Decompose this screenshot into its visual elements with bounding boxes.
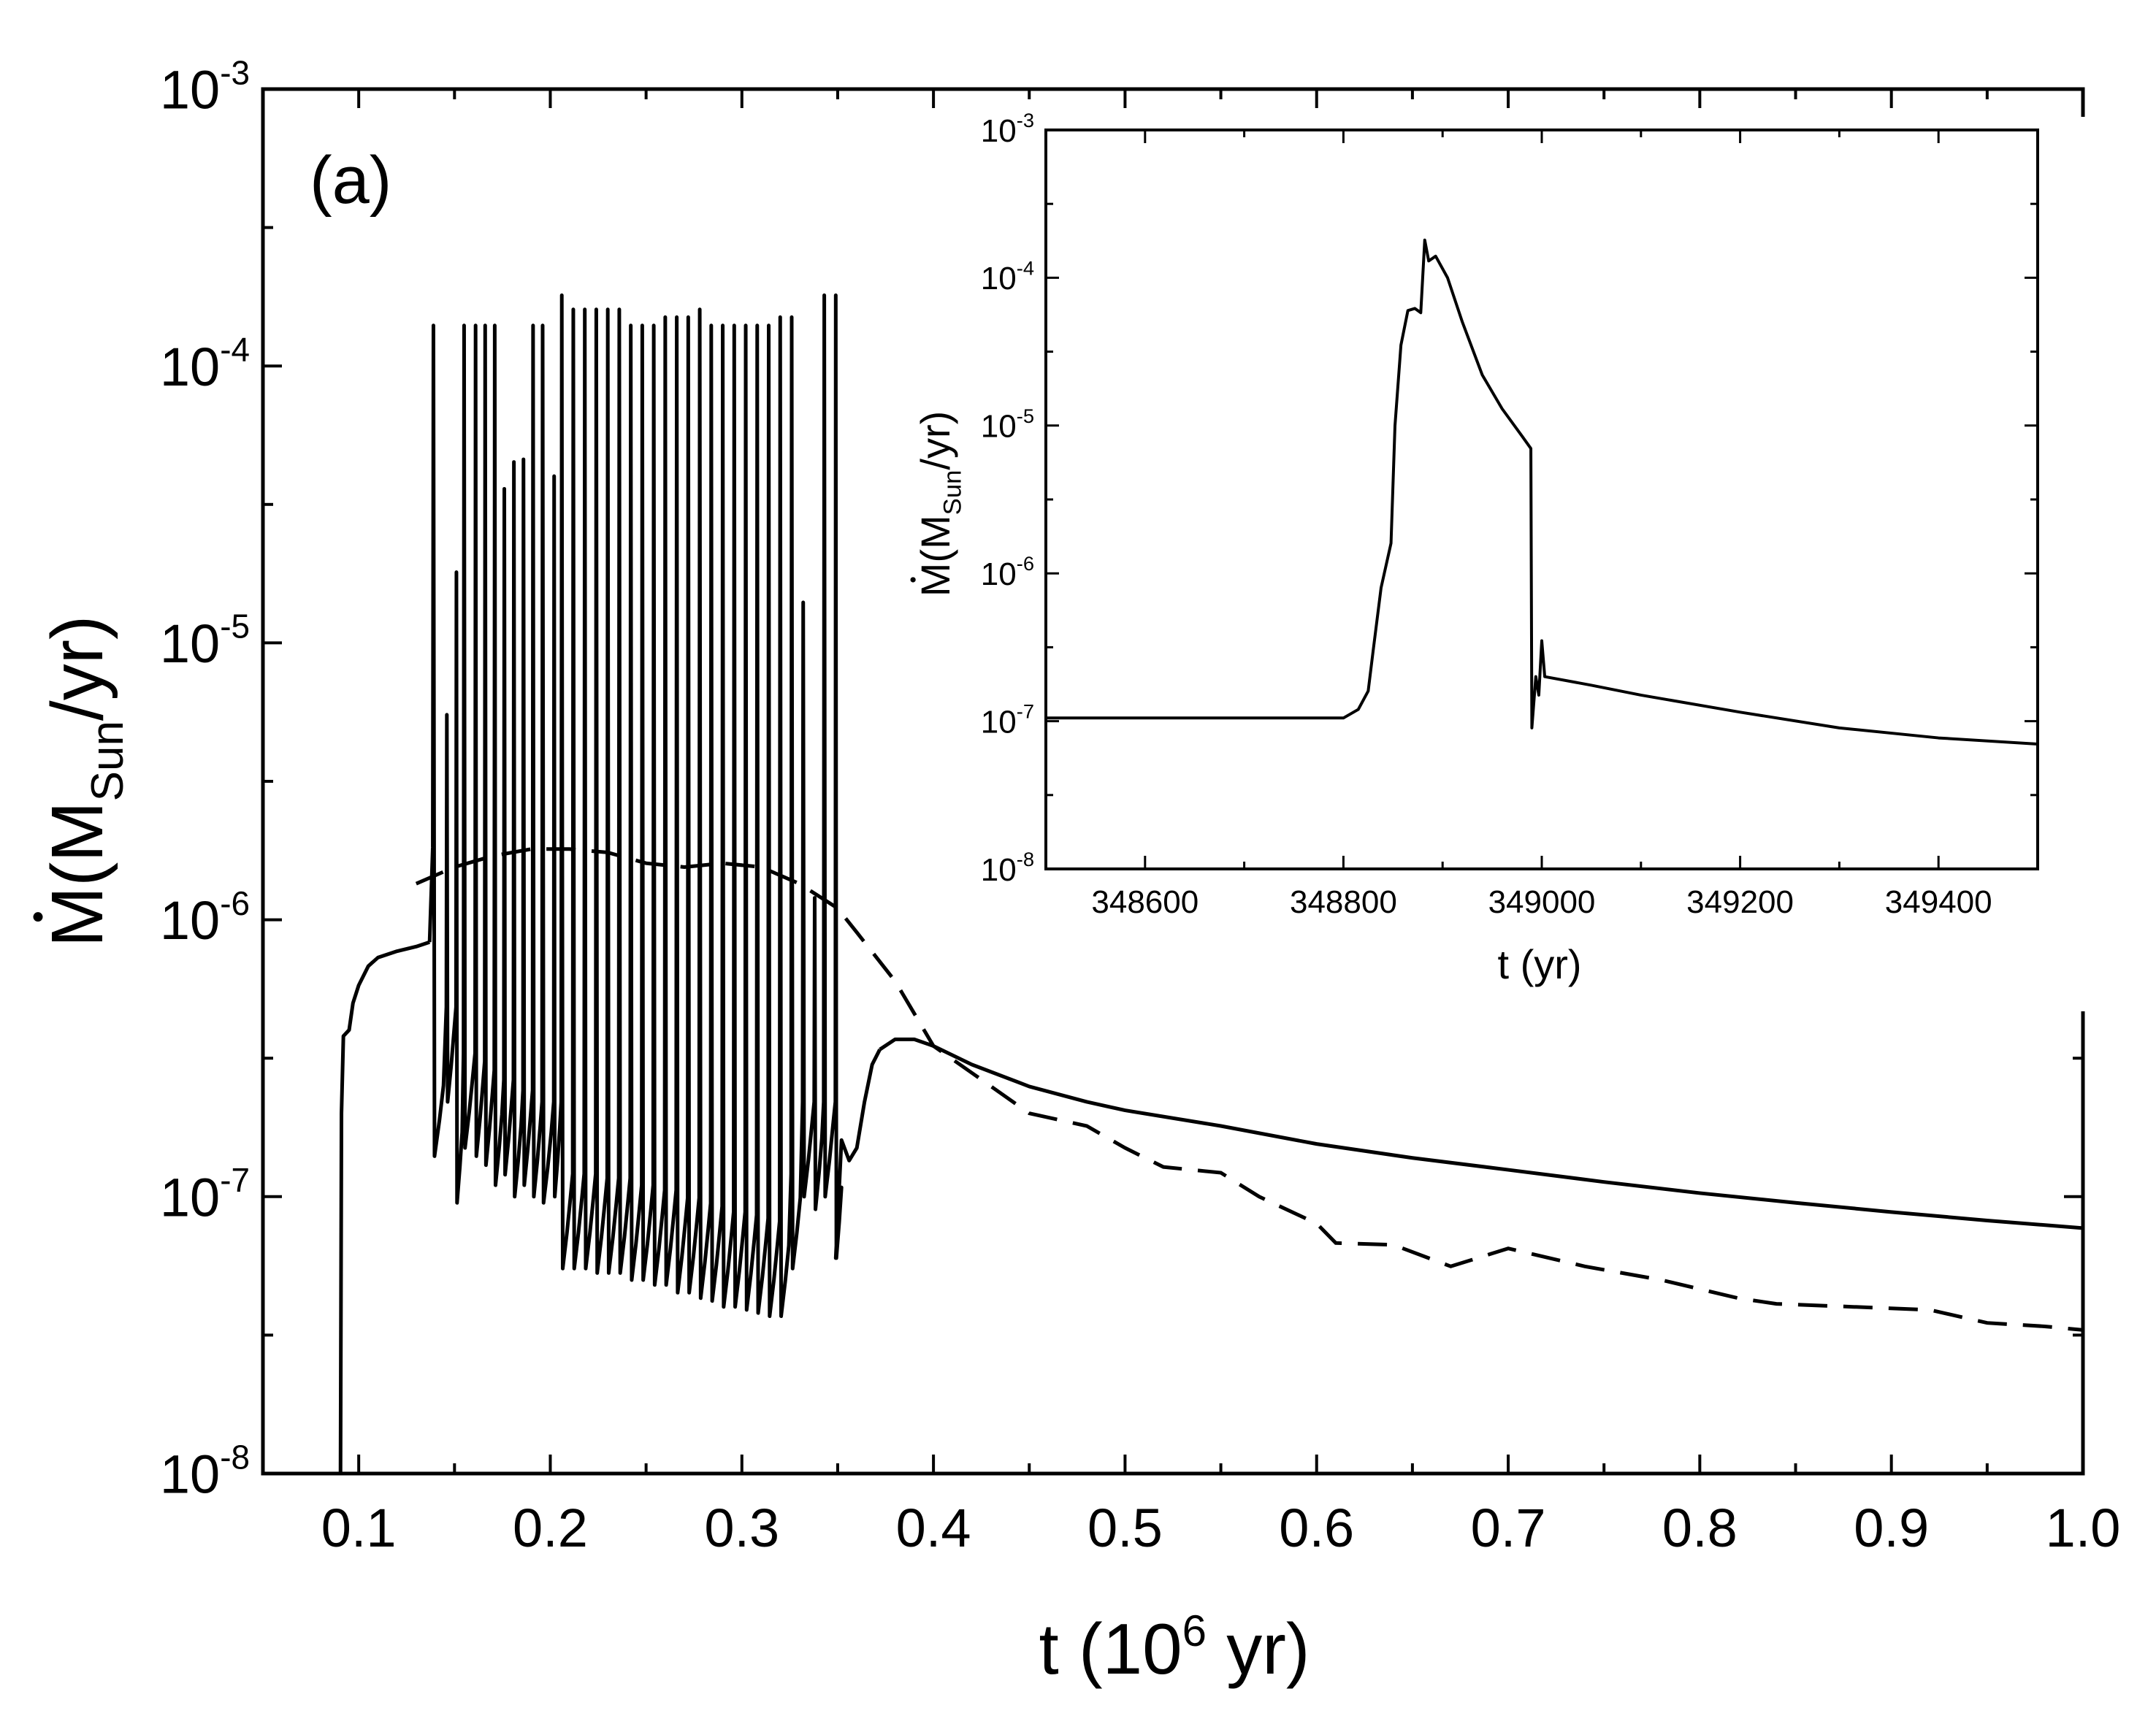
main-plot: 0.1 0.2 0.3 0.4 0.5 0.6 0.7 0.8 0.9 1.010-810-710… (33, 53, 2121, 1689)
y-tick-label: 10-6 (981, 552, 1034, 592)
y-tick-label: 10-4 (981, 256, 1034, 296)
y-tick-exponent: -3 (1017, 109, 1034, 131)
mdot-symbol: M (912, 563, 958, 597)
x-tick-label: 0.9 (1854, 1498, 1929, 1558)
x-axis: 348600 348800 349000 349200 349400 (1044, 130, 2039, 920)
y-tick-base: 10 (160, 1444, 220, 1505)
ylabel-subscript: Sun (83, 721, 133, 801)
y-tick-label: 10-7 (981, 700, 1034, 740)
y-tick-label: 10-7 (160, 1161, 250, 1227)
y-tick-label: 10-6 (160, 884, 250, 951)
solid-series-segment-2 (879, 1037, 2083, 1230)
y-tick-label: 10-3 (981, 109, 1034, 149)
y-tick-exponent: -3 (220, 53, 250, 91)
y-tick-base: 10 (981, 409, 1017, 445)
x-tick-label: 348800 (1290, 884, 1397, 920)
x-tick-label: 0.4 (896, 1498, 971, 1558)
inset-y-axis-title: M(MSun/yr) (910, 411, 967, 597)
y-tick-base: 10 (160, 1167, 220, 1227)
mdot-dot-icon (910, 577, 916, 583)
inset-x-axis-title: t (yr) (1497, 941, 1581, 987)
dashed-series (415, 847, 2083, 1332)
y-tick-base: 10 (160, 60, 220, 120)
x-axis-title: t (106 yr) (1039, 1606, 1310, 1689)
x-tick-label: 0.3 (704, 1498, 779, 1558)
main-series (338, 293, 2083, 1474)
x-tick-label: 1.0 (2046, 1498, 2121, 1558)
x-tick-label: 0.2 (513, 1498, 588, 1558)
y-tick-exponent: -4 (220, 331, 250, 369)
y-tick-base: 10 (160, 890, 220, 951)
x-tick-label: 349000 (1488, 884, 1596, 920)
solid-series-segment-0 (338, 940, 430, 1474)
xlabel-base: t (10 (1039, 1609, 1182, 1689)
inset-background (928, 117, 2111, 1011)
inset-series (1046, 238, 2038, 746)
y-tick-exponent: -8 (220, 1438, 250, 1476)
ylabel-rest: /yr) (37, 616, 118, 721)
y-tick-base: 10 (981, 113, 1017, 149)
inset-y-axis-title-text: M(MSun/yr) (912, 411, 967, 597)
inset-solid-series (1046, 238, 2038, 746)
y-tick-base: 10 (981, 261, 1017, 296)
y-tick-base: 10 (160, 337, 220, 397)
y-tick-exponent: -7 (220, 1161, 250, 1199)
y-axis: 10-810-710-610-510-410-3 (160, 53, 2083, 1505)
ylabel-rest: /yr) (912, 411, 958, 470)
x-tick-label: 0.7 (1471, 1498, 1546, 1558)
y-tick-exponent: -8 (1017, 848, 1034, 870)
panel-label: (a) (310, 143, 391, 218)
y-tick-label: 10-8 (981, 848, 1034, 888)
ylabel-lead: (M (912, 515, 958, 562)
y-tick-label: 10-3 (160, 53, 250, 120)
x-tick-label: 349400 (1885, 884, 1992, 920)
x-tick-label: 0.6 (1279, 1498, 1354, 1558)
x-tick-label: 348600 (1091, 884, 1199, 920)
ylabel-lead: (M (37, 801, 118, 886)
y-tick-label: 10-5 (981, 405, 1034, 445)
mdot-dot-icon (33, 912, 43, 922)
y-tick-base: 10 (981, 852, 1017, 888)
x-tick-label: 0.8 (1662, 1498, 1738, 1558)
solid-series-segment-1 (427, 293, 882, 1319)
y-tick-base: 10 (160, 613, 220, 674)
y-axis: 10-810-710-610-510-410-3 (981, 109, 2038, 888)
y-tick-exponent: -5 (1017, 405, 1034, 427)
x-axis: 0.1 0.2 0.3 0.4 0.5 0.6 0.7 0.8 0.9 1.0 (261, 89, 2121, 1558)
y-tick-base: 10 (981, 556, 1017, 592)
y-axis-title-text: M(MSun/yr) (37, 616, 133, 948)
mdot-symbol: M (37, 886, 118, 947)
xlabel-rest: yr) (1207, 1609, 1310, 1689)
x-tick-label: 0.5 (1087, 1498, 1163, 1558)
y-tick-exponent: -6 (220, 884, 250, 922)
y-tick-exponent: -4 (1017, 256, 1034, 279)
y-tick-label: 10-8 (160, 1438, 250, 1504)
y-axis-title: M(MSun/yr) (33, 616, 133, 948)
y-tick-exponent: -7 (1017, 700, 1034, 723)
y-tick-label: 10-4 (160, 331, 250, 397)
y-tick-label: 10-5 (160, 608, 250, 674)
y-tick-exponent: -5 (220, 608, 250, 645)
ylabel-subscript: Sun (939, 470, 967, 516)
inset-plot: 348600 348800 349000 349200 34940010-810-710… (910, 109, 2111, 1011)
x-tick-label: 0.1 (321, 1498, 397, 1558)
x-tick-label: 349200 (1686, 884, 1794, 920)
y-tick-exponent: -6 (1017, 552, 1034, 575)
y-tick-base: 10 (981, 704, 1017, 740)
xlabel-superscript: 6 (1182, 1606, 1207, 1655)
